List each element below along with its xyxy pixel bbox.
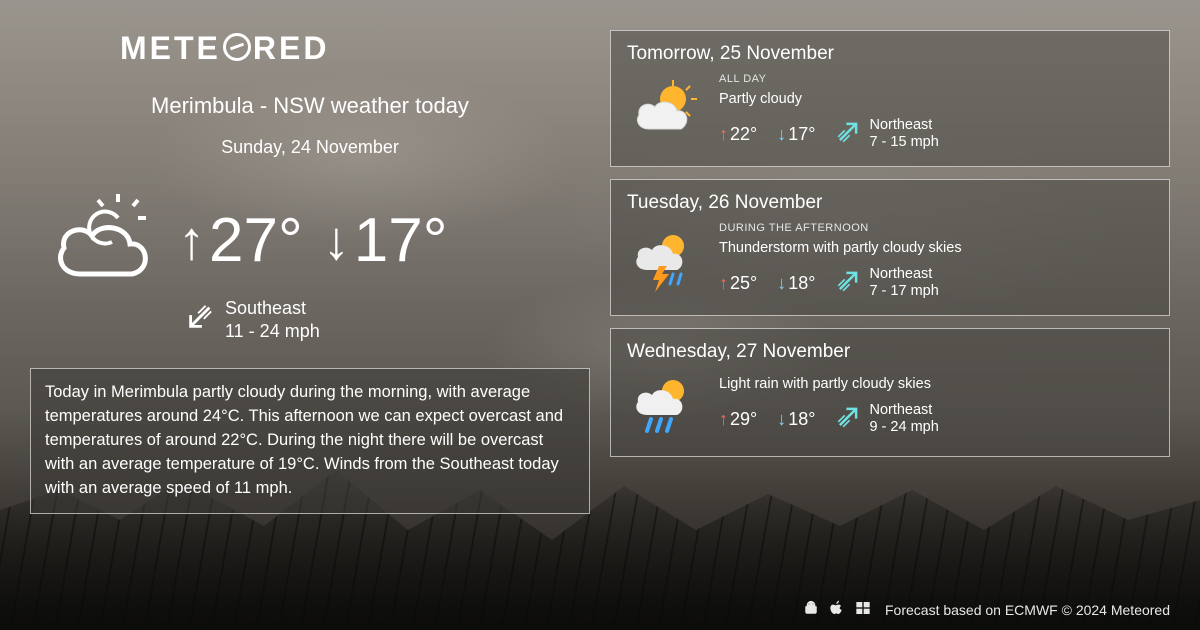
wind-direction: Northeast xyxy=(869,266,938,283)
forecast-title: Wednesday, 27 November xyxy=(627,341,1153,363)
down-arrow-icon: ↓ xyxy=(777,273,786,294)
wind-direction: Southeast xyxy=(225,297,320,320)
forecast-title: Tomorrow, 25 November xyxy=(627,43,1153,65)
forecast-condition: Thunderstorm with partly cloudy skies xyxy=(719,240,1153,256)
wind-speed: 7 - 15 mph xyxy=(869,134,938,151)
forecast-condition: Partly cloudy xyxy=(719,91,1153,107)
apple-icon xyxy=(829,600,845,620)
wind-arrow-icon xyxy=(185,302,215,337)
forecast-wind: Northeast7 - 17 mph xyxy=(835,266,938,301)
down-arrow-icon: ↓ xyxy=(777,124,786,145)
forecast-card: Wednesday, 27 November Light rain with pa… xyxy=(610,328,1170,457)
wind-arrow-icon xyxy=(835,404,861,434)
forecast-wind: Northeast9 - 24 mph xyxy=(835,402,938,437)
today-summary: Today in Merimbula partly cloudy during … xyxy=(30,368,590,514)
wind-speed: 11 - 24 mph xyxy=(225,320,320,343)
today-high: ↑27° xyxy=(178,205,303,276)
forecast-high: ↑25° xyxy=(719,273,757,294)
today-main: ↑27° ↓17° xyxy=(30,188,590,293)
rain-icon xyxy=(627,371,701,442)
forecast-condition: Light rain with partly cloudy skies xyxy=(719,376,1153,392)
forecast-low: ↓17° xyxy=(777,124,815,145)
brand-logo: METERED xyxy=(120,30,590,67)
forecast-period: DURING THE AFTERNOON xyxy=(719,222,1153,234)
up-arrow-icon: ↑ xyxy=(719,273,728,294)
forecast-card: Tuesday, 26 November DURING THE AFTERNOON… xyxy=(610,179,1170,316)
partly-cloudy-icon xyxy=(50,188,160,293)
windows-icon xyxy=(855,600,871,620)
thunder-icon xyxy=(627,226,701,297)
forecast-wind: Northeast7 - 15 mph xyxy=(835,117,938,152)
down-arrow-icon: ↓ xyxy=(323,210,350,272)
forecast-card: Tomorrow, 25 November ALL DAY Partly cloud… xyxy=(610,30,1170,167)
down-arrow-icon: ↓ xyxy=(777,409,786,430)
wind-speed: 9 - 24 mph xyxy=(869,419,938,436)
forecast-low: ↓18° xyxy=(777,409,815,430)
up-arrow-icon: ↑ xyxy=(719,124,728,145)
forecast-high: ↑29° xyxy=(719,409,757,430)
location-title: Merimbula - NSW weather today xyxy=(30,93,590,119)
forecast-period: ALL DAY xyxy=(719,73,1153,85)
forecast-low: ↓18° xyxy=(777,273,815,294)
up-arrow-icon: ↑ xyxy=(178,210,205,272)
footer: Forecast based on ECMWF © 2024 Meteored xyxy=(803,600,1170,620)
today-low: ↓17° xyxy=(323,205,448,276)
wind-direction: Northeast xyxy=(869,117,938,134)
up-arrow-icon: ↑ xyxy=(719,409,728,430)
android-icon xyxy=(803,600,819,620)
today-wind: Southeast 11 - 24 mph xyxy=(30,297,590,342)
wind-speed: 7 - 17 mph xyxy=(869,283,938,300)
forecast-title: Tuesday, 26 November xyxy=(627,192,1153,214)
wind-direction: Northeast xyxy=(869,402,938,419)
wind-arrow-icon xyxy=(835,268,861,298)
today-date: Sunday, 24 November xyxy=(30,137,590,158)
forecast-high: ↑22° xyxy=(719,124,757,145)
footer-credit: Forecast based on ECMWF © 2024 Meteored xyxy=(885,602,1170,618)
wind-arrow-icon xyxy=(835,119,861,149)
logo-icon xyxy=(223,33,251,61)
partly-cloudy-icon xyxy=(627,77,701,148)
